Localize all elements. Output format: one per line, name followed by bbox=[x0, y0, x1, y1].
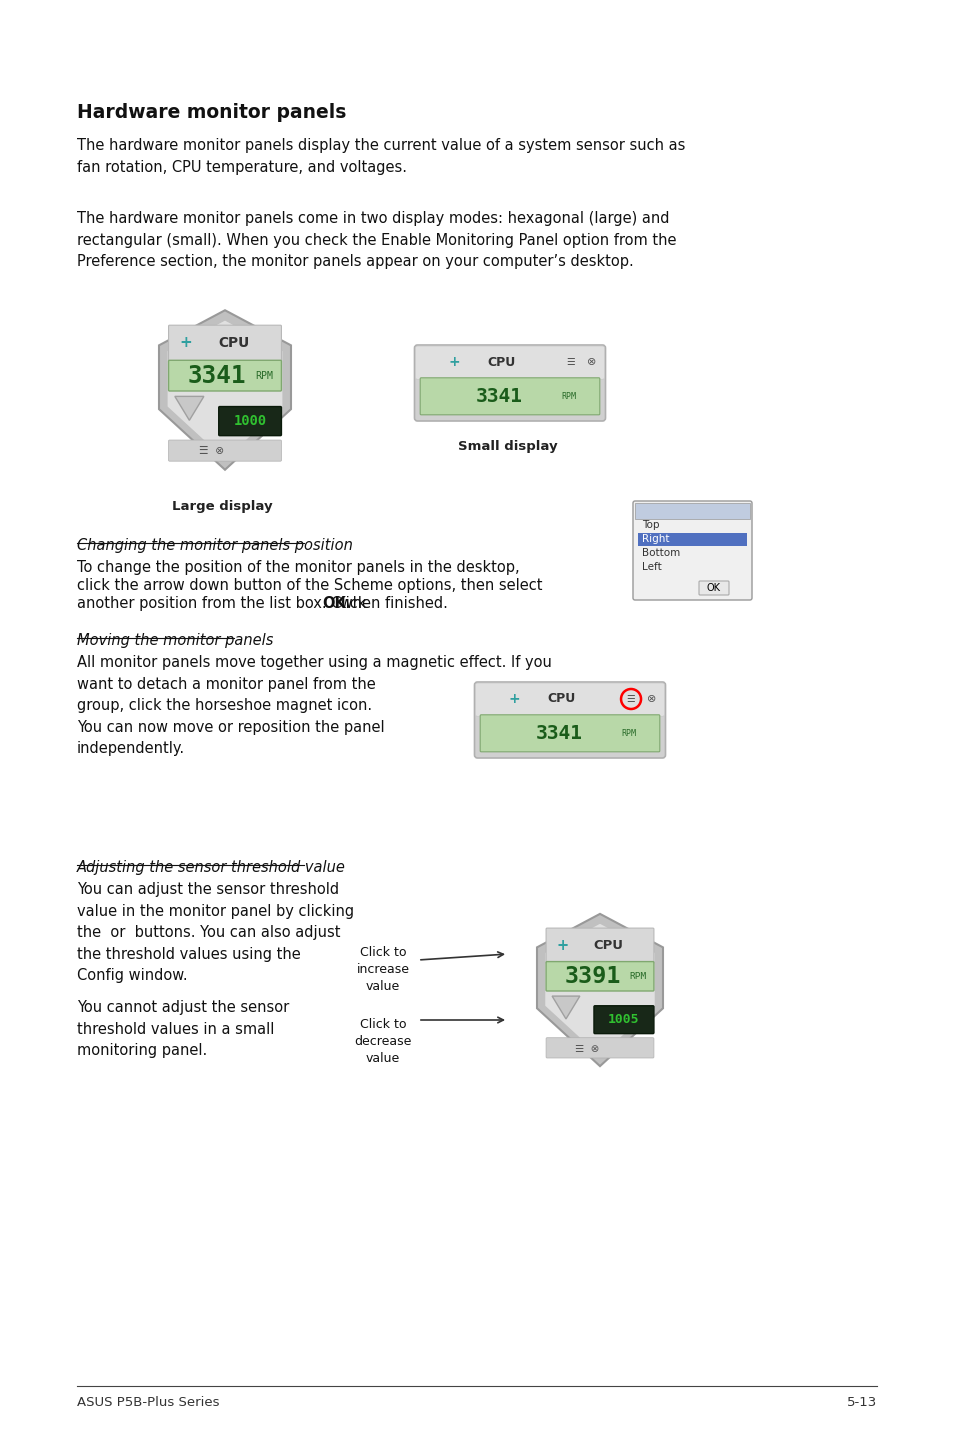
FancyBboxPatch shape bbox=[169, 361, 281, 391]
Text: +: + bbox=[508, 692, 519, 706]
Text: 1005: 1005 bbox=[608, 1014, 639, 1027]
Text: 1000: 1000 bbox=[233, 414, 266, 429]
FancyBboxPatch shape bbox=[545, 1038, 653, 1058]
Text: 3341: 3341 bbox=[535, 723, 581, 743]
Text: All monitor panels move together using a magnetic effect. If you
want to detach : All monitor panels move together using a… bbox=[77, 654, 551, 756]
Text: CPU: CPU bbox=[593, 939, 623, 952]
Text: +: + bbox=[179, 335, 192, 351]
Text: Moving the monitor panels: Moving the monitor panels bbox=[77, 633, 274, 649]
Text: To change the position of the monitor panels in the desktop,: To change the position of the monitor pa… bbox=[77, 559, 519, 575]
Text: another position from the list box. Click: another position from the list box. Clic… bbox=[77, 595, 371, 611]
Text: 5-13: 5-13 bbox=[846, 1396, 876, 1409]
Text: CPU: CPU bbox=[218, 336, 250, 349]
Text: Large display: Large display bbox=[172, 500, 272, 513]
FancyBboxPatch shape bbox=[416, 347, 604, 380]
Text: click the arrow down button of the Scheme options, then select: click the arrow down button of the Schem… bbox=[77, 578, 542, 592]
Polygon shape bbox=[174, 397, 204, 420]
Text: Small display: Small display bbox=[457, 440, 558, 453]
Text: RPM: RPM bbox=[561, 391, 577, 401]
Text: Left: Left bbox=[641, 562, 661, 572]
Text: 3341: 3341 bbox=[188, 364, 246, 388]
Text: ⊗: ⊗ bbox=[646, 695, 656, 705]
Text: RPM: RPM bbox=[629, 972, 646, 981]
FancyBboxPatch shape bbox=[475, 683, 664, 716]
Text: RPM: RPM bbox=[255, 371, 274, 381]
FancyBboxPatch shape bbox=[638, 533, 746, 546]
Text: The hardware monitor panels come in two display modes: hexagonal (large) and
rec: The hardware monitor panels come in two … bbox=[77, 211, 676, 269]
Text: RPM: RPM bbox=[621, 729, 636, 738]
FancyBboxPatch shape bbox=[414, 345, 605, 421]
FancyBboxPatch shape bbox=[545, 928, 653, 963]
Text: You can adjust the sensor threshold
value in the monitor panel by clicking
the  : You can adjust the sensor threshold valu… bbox=[77, 881, 354, 984]
Text: ☰  ⊗: ☰ ⊗ bbox=[199, 446, 224, 456]
FancyBboxPatch shape bbox=[545, 962, 653, 991]
Text: ☰: ☰ bbox=[626, 695, 635, 705]
Text: 3391: 3391 bbox=[563, 965, 620, 988]
Text: Bottom: Bottom bbox=[641, 548, 679, 558]
Text: ☰  ⊗: ☰ ⊗ bbox=[575, 1044, 598, 1054]
FancyBboxPatch shape bbox=[169, 325, 281, 362]
Text: Hardware monitor panels: Hardware monitor panels bbox=[77, 104, 346, 122]
Text: Click to
decrease
value: Click to decrease value bbox=[354, 1018, 412, 1066]
Text: The hardware monitor panels display the current value of a system sensor such as: The hardware monitor panels display the … bbox=[77, 138, 684, 174]
FancyBboxPatch shape bbox=[419, 378, 599, 414]
Text: Adjusting the sensor threshold value: Adjusting the sensor threshold value bbox=[77, 860, 346, 874]
Polygon shape bbox=[552, 997, 579, 1020]
FancyBboxPatch shape bbox=[633, 500, 751, 600]
Polygon shape bbox=[544, 923, 655, 1057]
Polygon shape bbox=[167, 319, 283, 460]
Text: ☰: ☰ bbox=[566, 357, 575, 367]
FancyBboxPatch shape bbox=[218, 407, 281, 436]
FancyBboxPatch shape bbox=[635, 503, 749, 519]
Text: OK: OK bbox=[706, 582, 720, 592]
Text: Top: Top bbox=[641, 521, 659, 531]
Text: Changing the monitor panels position: Changing the monitor panels position bbox=[77, 538, 353, 554]
Text: ASUS P5B-Plus Series: ASUS P5B-Plus Series bbox=[77, 1396, 219, 1409]
Text: You cannot adjust the sensor
threshold values in a small
monitoring panel.: You cannot adjust the sensor threshold v… bbox=[77, 999, 289, 1058]
Polygon shape bbox=[537, 915, 662, 1066]
FancyBboxPatch shape bbox=[479, 715, 659, 752]
Text: +: + bbox=[556, 938, 568, 952]
Text: CPU: CPU bbox=[547, 693, 576, 706]
Text: CPU: CPU bbox=[487, 355, 516, 368]
Text: ⊗: ⊗ bbox=[586, 357, 596, 367]
Text: OK: OK bbox=[322, 595, 346, 611]
Text: +: + bbox=[448, 355, 460, 370]
FancyBboxPatch shape bbox=[474, 682, 665, 758]
FancyBboxPatch shape bbox=[594, 1005, 653, 1034]
FancyBboxPatch shape bbox=[699, 581, 728, 595]
FancyBboxPatch shape bbox=[169, 440, 281, 462]
Text: Right: Right bbox=[641, 535, 669, 545]
Text: when finished.: when finished. bbox=[335, 595, 447, 611]
Text: Click to
increase
value: Click to increase value bbox=[356, 946, 409, 994]
Polygon shape bbox=[159, 311, 291, 470]
Text: 3341: 3341 bbox=[475, 387, 522, 406]
